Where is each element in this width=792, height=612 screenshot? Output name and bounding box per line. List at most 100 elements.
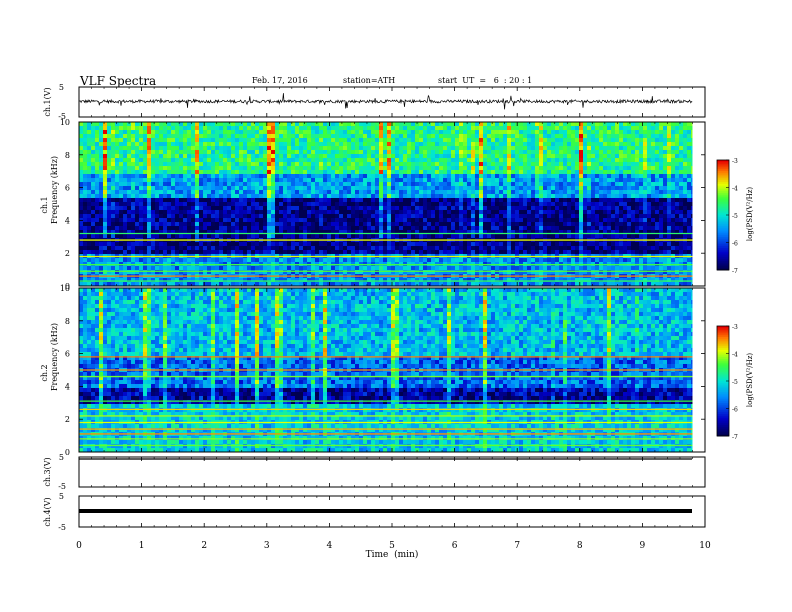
- spectrogram-cell: [251, 230, 255, 234]
- spectrogram-cell: [79, 146, 83, 150]
- spectrogram-cell: [407, 146, 411, 150]
- spectrogram-cell: [91, 230, 95, 234]
- spectrogram-cell: [511, 174, 515, 178]
- spectrogram-cell: [83, 242, 87, 246]
- spectrogram-cell: [255, 206, 259, 210]
- spectrogram-cell: [247, 202, 251, 206]
- spectrogram-cell: [547, 158, 551, 162]
- spectrogram-cell: [395, 246, 399, 250]
- spectrogram-cell: [195, 122, 199, 126]
- spectrogram-cell: [399, 122, 403, 126]
- spectrogram-cell: [295, 146, 299, 150]
- spectrogram-cell: [331, 190, 335, 194]
- spectrogram-cell: [199, 214, 203, 218]
- spectrogram-cell: [111, 250, 115, 254]
- spectrogram-cell: [363, 278, 367, 282]
- spectrogram-cell: [307, 266, 311, 270]
- spectrogram-cell: [403, 134, 407, 138]
- spectrogram-cell: [195, 166, 199, 170]
- spectrogram-cell: [375, 170, 379, 174]
- spectrogram-cell: [475, 134, 479, 138]
- spectrogram-cell: [175, 122, 179, 126]
- spectrogram-cell: [507, 258, 511, 262]
- spectrogram-cell: [487, 162, 491, 166]
- spectrogram-cell: [187, 150, 191, 154]
- spectrogram-cell: [135, 158, 139, 162]
- spectrogram-cell: [183, 234, 187, 238]
- spectrogram-cell: [543, 226, 547, 230]
- spectrogram-cell: [87, 250, 91, 254]
- spectrogram-cell: [223, 194, 227, 198]
- spectrogram-cell: [359, 122, 363, 126]
- spectrogram-cell: [247, 134, 251, 138]
- spectrogram-cell: [291, 146, 295, 150]
- spectrogram-cell: [523, 162, 527, 166]
- spectrogram-cell: [183, 126, 187, 130]
- spectrogram-cell: [335, 210, 339, 214]
- spectrogram-cell: [227, 250, 231, 254]
- spectrogram-cell: [143, 158, 147, 162]
- spectrogram-cell: [231, 222, 235, 226]
- spectrogram-cell: [507, 246, 511, 250]
- spectrogram-cell: [99, 234, 103, 238]
- spectrogram-cell: [427, 214, 431, 218]
- spectrogram-cell: [319, 146, 323, 150]
- spectrogram-cell: [367, 158, 371, 162]
- spectrogram-cell: [411, 270, 415, 274]
- spectrogram-cell: [391, 166, 395, 170]
- spectrogram-cell: [147, 258, 151, 262]
- spectrogram-cell: [275, 202, 279, 206]
- spectrogram-cell: [227, 214, 231, 218]
- spectrogram-cell: [187, 226, 191, 230]
- spectrogram-cell: [187, 130, 191, 134]
- spectrogram-cell: [235, 214, 239, 218]
- spectrogram-cell: [279, 230, 283, 234]
- spectrogram-cell: [407, 162, 411, 166]
- spectrogram-cell: [471, 198, 475, 202]
- spectrogram-cell: [139, 230, 143, 234]
- spectrogram-cell: [419, 226, 423, 230]
- spectrogram-cell: [459, 146, 463, 150]
- spectrogram-cell: [483, 206, 487, 210]
- spectrogram-cell: [555, 134, 559, 138]
- spectrogram-cell: [419, 270, 423, 274]
- spectrogram-cell: [435, 126, 439, 130]
- spectrogram-cell: [371, 146, 375, 150]
- spectrogram-cell: [271, 134, 275, 138]
- spectrogram-cell: [159, 122, 163, 126]
- spectrogram-cell: [451, 250, 455, 254]
- spectrogram-cell: [423, 162, 427, 166]
- spectrogram-cell: [439, 170, 443, 174]
- spectrogram-cell: [295, 218, 299, 222]
- spectrogram-cell: [411, 130, 415, 134]
- spectrogram-cell: [263, 218, 267, 222]
- spectrogram-cell: [423, 154, 427, 158]
- spectrogram-cell: [319, 178, 323, 182]
- spectrogram-cell: [491, 162, 495, 166]
- spectrogram-cell: [339, 262, 343, 266]
- spectrogram-cell: [407, 218, 411, 222]
- spectrogram-cell: [163, 282, 167, 286]
- spectrogram-cell: [247, 230, 251, 234]
- spectrogram-cell: [275, 234, 279, 238]
- spectrogram-cell: [475, 190, 479, 194]
- spectrogram-cell: [183, 170, 187, 174]
- spectrogram-cell: [455, 250, 459, 254]
- spectrogram-cell: [147, 250, 151, 254]
- spectrogram-cell: [259, 182, 263, 186]
- spectrogram-cell: [199, 262, 203, 266]
- spectrogram-cell: [543, 150, 547, 154]
- spectrogram-cell: [443, 130, 447, 134]
- spectrogram-cell: [371, 166, 375, 170]
- spectrogram-cell: [543, 122, 547, 126]
- spectrogram-cell: [139, 178, 143, 182]
- spectrogram-cell: [531, 234, 535, 238]
- spectrogram-cell: [387, 198, 391, 202]
- spectrogram-cell: [523, 186, 527, 190]
- spectrogram-cell: [131, 138, 135, 142]
- spectrogram-cell: [299, 186, 303, 190]
- spectrogram-cell: [79, 262, 83, 266]
- spectrogram-cell: [459, 258, 463, 262]
- spectrogram-cell: [491, 126, 495, 130]
